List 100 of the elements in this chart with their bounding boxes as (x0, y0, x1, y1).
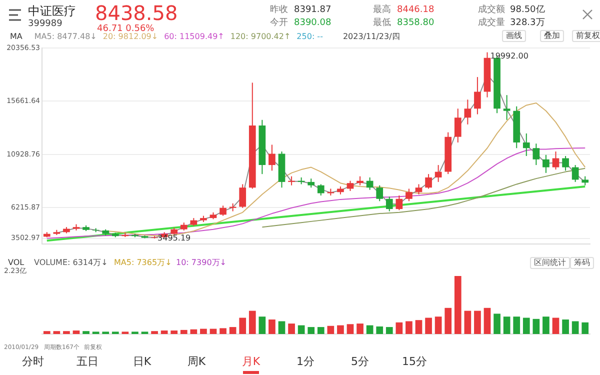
bar (170, 330, 178, 334)
bar (220, 328, 226, 334)
bar (200, 328, 207, 334)
bar (248, 310, 256, 334)
bar (484, 308, 491, 334)
bar (366, 325, 374, 334)
chart-title: 中证医疗 (28, 3, 76, 19)
bar (53, 331, 60, 334)
bar (72, 330, 80, 334)
text: 周K (186, 354, 207, 369)
text: 前复权 (572, 30, 600, 42)
bar (376, 326, 384, 334)
bar (454, 276, 462, 334)
text: 5分 (350, 354, 370, 369)
candlestick (337, 186, 344, 195)
text: 15分 (401, 354, 428, 369)
text: 筹码 (570, 257, 594, 269)
bar (513, 316, 520, 334)
candlestick (82, 224, 90, 232)
text: 1分 (296, 354, 316, 369)
candlestick (151, 236, 158, 239)
text: VOL (8, 258, 24, 268)
text: 区间统计 (530, 257, 570, 269)
bar (298, 325, 305, 334)
bar (278, 321, 286, 334)
bar (346, 324, 354, 334)
text: MA5: 8477.48↓ (34, 32, 97, 41)
bar (239, 318, 246, 334)
bar (327, 326, 334, 334)
bar (425, 318, 432, 334)
bar (337, 325, 344, 334)
text: 画线 (502, 30, 526, 42)
bar (396, 322, 403, 334)
text: VOLUME: 6314万↓ (34, 258, 108, 268)
bar (532, 318, 540, 334)
text: 叠加 (540, 30, 564, 42)
bar (582, 322, 589, 334)
text: 10: 7390万↓ (176, 258, 226, 268)
bar (43, 331, 50, 334)
bar (552, 318, 560, 334)
text: MA (10, 32, 22, 41)
bar (288, 324, 295, 334)
candlestick (308, 178, 315, 188)
candlestick (200, 215, 207, 222)
text: 最低 (373, 18, 391, 29)
bar (356, 324, 364, 334)
text: 328.3万 (510, 18, 545, 29)
text: 8358.80 (397, 18, 434, 29)
annotation: 19992.00 (490, 51, 528, 60)
text: 120: 9700.42↑ (230, 32, 291, 41)
text: 20: 9812.09↓ (102, 32, 158, 41)
bar (464, 310, 472, 334)
bar (562, 320, 569, 334)
bar (63, 331, 70, 334)
bar (522, 318, 530, 334)
bar (444, 308, 452, 334)
text: 8438.58 (95, 1, 178, 25)
text: 最高 (373, 5, 391, 16)
bar (434, 316, 442, 334)
bar (317, 327, 324, 334)
candlestick (53, 229, 60, 236)
bar (494, 314, 500, 334)
bar (180, 330, 188, 334)
text: 98.50亿 (510, 5, 545, 16)
bar (542, 316, 550, 334)
text: 五日 (76, 354, 100, 369)
text: MA5: 7365万↓ (114, 258, 172, 268)
bar (572, 321, 579, 334)
text: 成交量 (478, 18, 505, 29)
candlestick (102, 228, 110, 236)
text: 8391.87 (294, 5, 332, 16)
candlestick (141, 235, 148, 239)
bar (258, 316, 266, 334)
bar (190, 329, 198, 334)
bar (210, 328, 217, 334)
text: 2023/11/23/四 (342, 31, 400, 42)
bar (268, 320, 276, 334)
text: 成交额 (478, 5, 505, 16)
annotation: 3495.19 (158, 233, 191, 242)
bar (386, 327, 393, 334)
text: 昨收 (270, 5, 288, 16)
candlestick (72, 224, 80, 231)
text: 8446.18 (397, 5, 434, 16)
text: 分时 (21, 354, 45, 369)
bar (503, 316, 510, 334)
bar (160, 330, 168, 334)
bar (151, 331, 158, 334)
bar (82, 331, 90, 334)
text: 250: -- (296, 32, 323, 41)
text: 今开 (270, 18, 288, 29)
text: 日K (132, 354, 152, 369)
text: 46.71 0.56% (97, 24, 154, 34)
bar (474, 310, 481, 334)
text: 8390.08 (294, 18, 332, 29)
bar (415, 320, 422, 334)
chart-subtitle: 399989 (28, 19, 62, 29)
bar (308, 327, 315, 334)
text: 60: 11509.49↑ (164, 32, 224, 41)
text: 月K (240, 354, 262, 369)
bar (229, 327, 236, 334)
